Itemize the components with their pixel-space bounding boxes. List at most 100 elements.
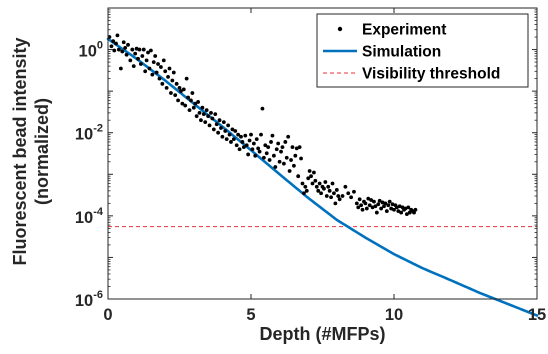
experiment-point: [228, 133, 232, 137]
experiment-point: [253, 154, 257, 158]
experiment-point: [289, 158, 293, 162]
legend-label: Simulation: [362, 44, 441, 61]
experiment-point: [271, 134, 275, 138]
experiment-point: [251, 147, 255, 151]
experiment-point: [150, 73, 154, 77]
legend: Experiment Simulation Visibility threshold: [317, 14, 528, 87]
experiment-point: [335, 188, 339, 192]
experiment-point: [117, 48, 121, 52]
experiment-point: [249, 133, 253, 137]
experiment-point: [375, 211, 379, 215]
experiment-point: [312, 171, 316, 175]
experiment-point: [122, 40, 126, 44]
experiment-point: [128, 58, 132, 62]
experiment-point: [182, 88, 186, 92]
experiment-point: [203, 120, 207, 124]
experiment-point: [205, 108, 209, 112]
experiment-point: [199, 118, 203, 122]
experiment-point: [155, 71, 159, 75]
experiment-point: [125, 53, 129, 57]
experiment-point: [285, 156, 289, 160]
experiment-point: [232, 137, 236, 141]
legend-label: Experiment: [362, 22, 446, 39]
experiment-point: [169, 91, 173, 95]
experiment-point: [358, 197, 362, 201]
experiment-point: [265, 151, 269, 155]
experiment-point: [208, 123, 212, 127]
experiment-point: [215, 122, 219, 126]
x-tick-label: 0: [103, 306, 112, 324]
experiment-point: [136, 57, 140, 61]
experiment-point: [198, 111, 202, 115]
experiment-point: [120, 50, 124, 54]
y-axis-label-line: (normalized): [32, 98, 52, 205]
experiment-point: [292, 164, 296, 168]
experiment-point: [162, 58, 166, 62]
experiment-point: [255, 137, 259, 141]
experiment-point: [133, 52, 137, 56]
experiment-point: [325, 194, 329, 198]
experiment-point: [326, 185, 330, 189]
legend-label: Visibility threshold: [362, 66, 500, 83]
experiment-point: [229, 140, 233, 144]
experiment-point: [149, 49, 153, 53]
experiment-point: [293, 154, 297, 158]
experiment-point: [336, 194, 340, 198]
y-axis-label-line: Fluorescent bead intensity: [10, 37, 30, 265]
experiment-point: [216, 131, 220, 135]
experiment-point: [349, 195, 353, 199]
experiment-point: [268, 158, 272, 162]
experiment-point: [299, 157, 303, 161]
experiment-point: [132, 64, 136, 68]
experiment-point: [333, 201, 337, 205]
experiment-point: [222, 120, 226, 124]
y-tick-label: 10-6: [75, 289, 103, 310]
experiment-point: [352, 190, 356, 194]
experiment-point: [233, 129, 237, 133]
experiment-point: [139, 62, 143, 66]
experiment-point: [341, 194, 345, 198]
experiment-point: [331, 182, 335, 186]
experiment-point: [213, 112, 217, 116]
experiment-point: [322, 187, 326, 191]
experiment-point: [296, 174, 300, 178]
experiment-point: [195, 114, 199, 118]
experiment-point: [323, 180, 327, 184]
experiment-point: [372, 200, 376, 204]
experiment-point: [286, 135, 290, 139]
experiment-point: [163, 69, 167, 73]
x-tick-label: 15: [528, 306, 546, 324]
experiment-point: [223, 129, 227, 133]
experiment-point: [243, 134, 247, 138]
experiment-point: [364, 201, 368, 205]
y-tick-label: 10-4: [75, 206, 104, 227]
experiment-point: [148, 67, 152, 71]
experiment-point: [185, 77, 189, 81]
experiment-point: [200, 106, 204, 110]
x-tick-label: 5: [246, 306, 255, 324]
experiment-point: [156, 62, 160, 66]
experiment-point: [126, 43, 130, 47]
experiment-point: [332, 191, 336, 195]
experiment-point: [361, 208, 365, 212]
experiment-point: [159, 65, 163, 69]
experiment-point: [209, 111, 213, 115]
experiment-point: [241, 140, 245, 144]
experiment-point: [158, 77, 162, 81]
experiment-point: [178, 86, 182, 90]
experiment-point: [355, 201, 359, 205]
experiment-point: [262, 156, 266, 160]
experiment-point: [176, 98, 180, 102]
experiment-point: [130, 48, 134, 52]
experiment-point: [269, 140, 273, 144]
experiment-point: [189, 98, 193, 102]
experiment-point: [238, 147, 242, 151]
experiment-point: [245, 143, 249, 147]
experiment-point: [153, 54, 157, 58]
y-axis-title: Fluorescent bead intensity (normalized): [10, 37, 52, 265]
experiment-point: [346, 191, 350, 195]
experiment-point: [175, 82, 179, 86]
experiment-point: [308, 169, 312, 173]
experiment-point: [160, 82, 164, 86]
